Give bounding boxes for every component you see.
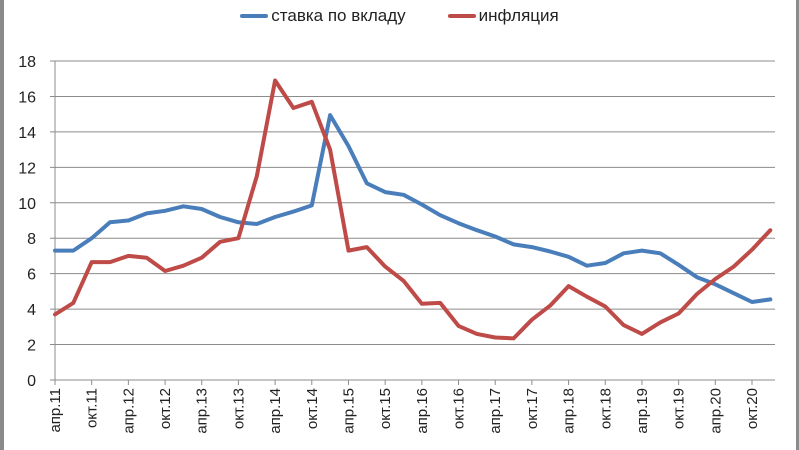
x-tick-label: окт.13	[230, 388, 247, 429]
y-tick-label: 12	[18, 160, 36, 177]
x-tick-label: окт.16	[451, 388, 468, 429]
legend-item-inflation: инфляция	[447, 6, 559, 26]
y-tick-label: 16	[18, 89, 36, 106]
chart-legend: ставка по вкладу инфляция	[0, 6, 799, 26]
x-tick-label: окт.17	[524, 388, 541, 429]
x-tick-label: апр.19	[634, 388, 651, 434]
x-tick-label: апр.17	[487, 388, 504, 434]
y-tick-label: 18	[18, 54, 36, 71]
x-tick-label: окт.11	[84, 388, 101, 428]
x-axis: апр.11 окт.11 апр.12 окт.12 апр.13 окт.13 апр.…	[47, 380, 761, 434]
gridlines	[50, 60, 775, 385]
legend-label: инфляция	[478, 6, 559, 25]
chart-frame-left-border	[0, 0, 4, 450]
x-tick-label: апр.13	[194, 388, 211, 434]
chart-frame-right-border	[796, 0, 799, 450]
x-tick-label: апр.12	[120, 388, 137, 434]
x-tick-label: апр.14	[267, 388, 284, 434]
x-tick-label: апр.18	[561, 388, 578, 434]
x-tick-label: окт.18	[597, 388, 614, 429]
y-tick-label: 8	[27, 231, 36, 248]
x-tick-label: апр.16	[414, 388, 431, 434]
y-tick-label: 6	[27, 267, 36, 284]
x-tick-label: окт.15	[377, 388, 394, 429]
y-tick-label: 10	[18, 196, 36, 213]
x-tick-label: окт.14	[304, 388, 321, 429]
legend-label: ставка по вкладу	[271, 6, 406, 25]
x-tick-label: окт.19	[671, 388, 688, 429]
y-tick-label: 0	[27, 373, 36, 390]
deposit-rate-line	[53, 113, 773, 304]
data-series	[53, 78, 773, 341]
x-tick-label: апр.15	[340, 388, 357, 434]
x-tick-label: окт.20	[744, 388, 761, 429]
inflation-line	[53, 78, 773, 341]
legend-swatch-blue	[240, 14, 269, 18]
y-tick-label: 2	[27, 338, 36, 355]
x-tick-label: апр.20	[707, 388, 724, 434]
y-axis: 0 2 4 6 8 10 12 14 16 18	[18, 54, 36, 390]
legend-swatch-red	[447, 14, 476, 18]
y-tick-label: 14	[18, 125, 36, 142]
x-tick-label: апр.11	[47, 388, 64, 433]
x-tick-label: окт.12	[157, 388, 174, 429]
y-tick-label: 4	[27, 302, 36, 319]
legend-item-deposit-rate: ставка по вкладу	[240, 6, 406, 26]
